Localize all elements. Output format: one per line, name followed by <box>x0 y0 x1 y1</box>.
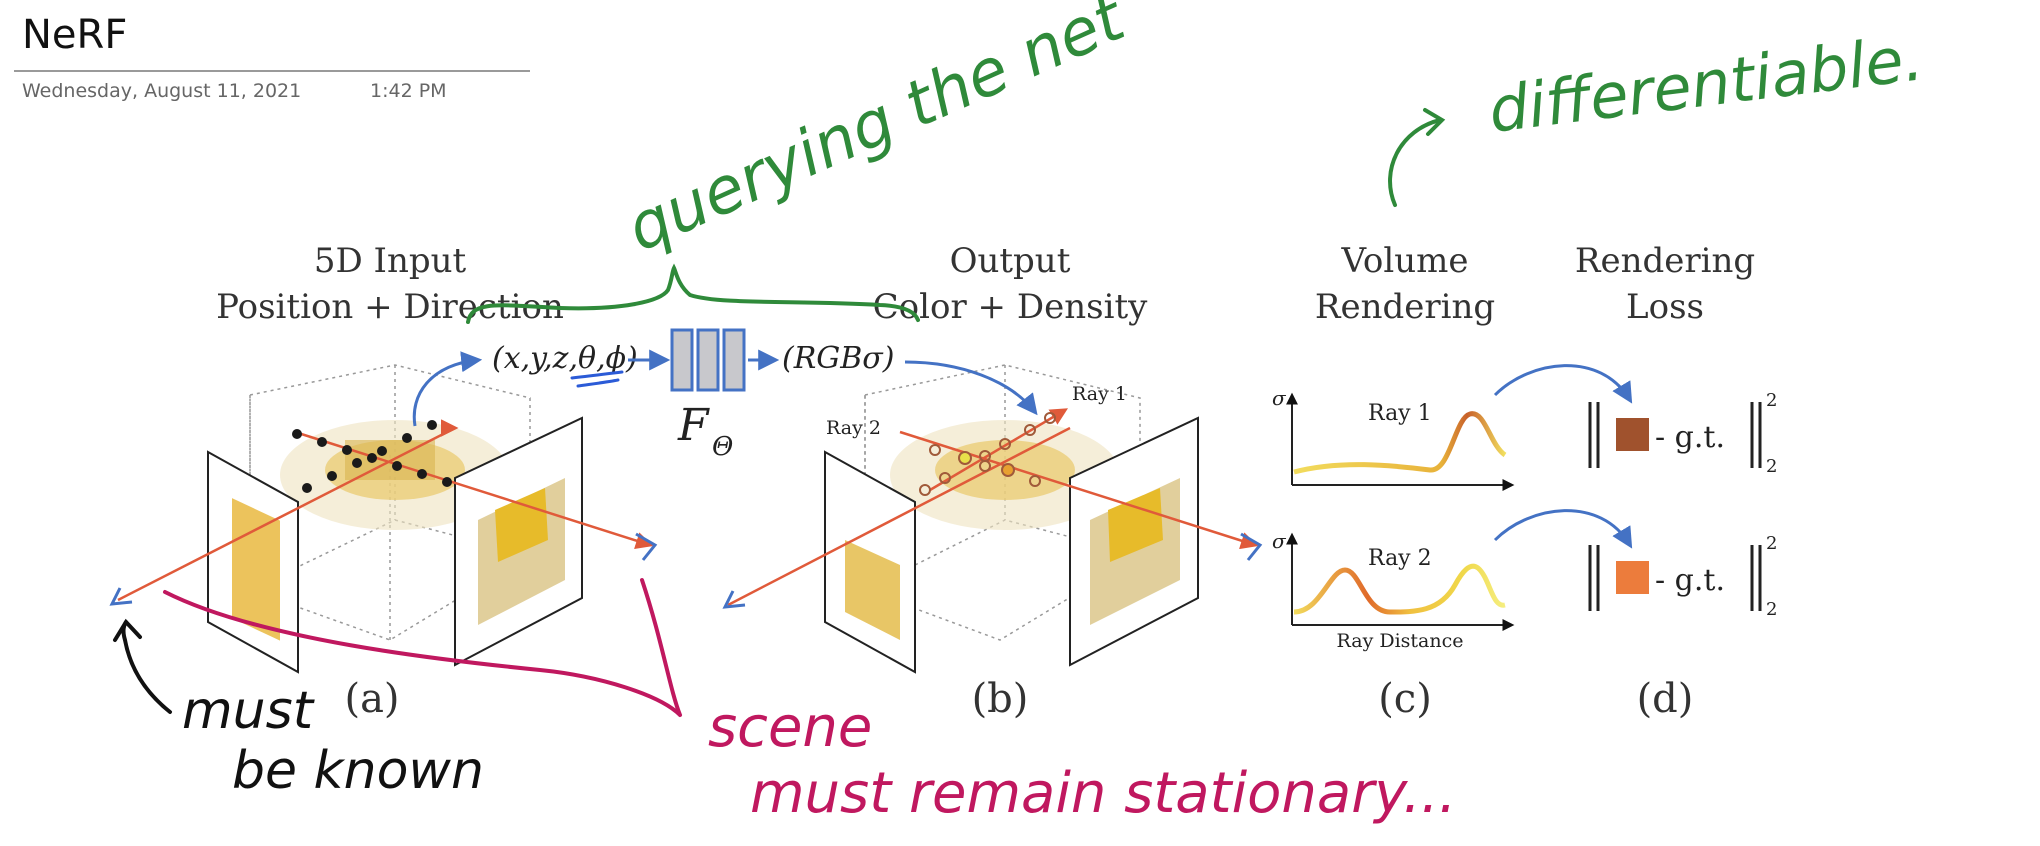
ink-scene: scene <box>708 695 872 760</box>
loss-term-2 <box>1588 545 1762 611</box>
ink-black-arrow <box>121 620 172 714</box>
d-label: (d) <box>1637 676 1694 722</box>
output-tuple: (RGBσ) <box>782 341 895 376</box>
d-sub-2: 2 <box>1766 599 1777 620</box>
input-tuple: (x,y,z,θ,ϕ) <box>492 341 638 376</box>
loss-arrow-2 <box>1493 509 1633 549</box>
network-label: F <box>677 400 710 451</box>
ray1-density-plot <box>1286 392 1515 491</box>
scene-a <box>109 351 658 674</box>
b-label: (b) <box>972 676 1029 722</box>
d-heading-line2: Loss <box>1626 287 1704 327</box>
ink-differentiable: differentiable. <box>1485 21 1927 147</box>
b-heading-line1: Output <box>950 241 1071 281</box>
ink-diff-arrow <box>1388 118 1442 207</box>
a-label: (a) <box>344 676 399 722</box>
ink-must-remain-stationary: must remain stationary... <box>750 761 1456 826</box>
d-sup-2: 2 <box>1766 533 1777 554</box>
ray2-density-plot <box>1286 532 1515 631</box>
d-gt-1: - g.t. <box>1655 420 1725 455</box>
c-label: (c) <box>1378 676 1432 722</box>
ink-brace <box>466 263 920 324</box>
ink-diff-arrowhead <box>1423 108 1446 136</box>
c-xlabel: Ray Distance <box>1337 630 1464 652</box>
c-ray1-label: Ray 1 <box>1368 401 1432 426</box>
c-heading-line2: Rendering <box>1315 287 1495 327</box>
loss-arrow-1 <box>1493 364 1633 404</box>
b-ray2-label: Ray 2 <box>826 417 881 439</box>
c-ray2-label: Ray 2 <box>1368 546 1432 571</box>
network-subscript: Θ <box>712 432 733 462</box>
d-sub-1: 2 <box>1766 456 1777 477</box>
ink-must: must <box>182 681 315 741</box>
page-title: NeRF <box>22 12 128 58</box>
network-block <box>670 328 746 392</box>
d-heading-line1: Rendering <box>1575 241 1755 281</box>
ink-magenta-bracket <box>163 578 682 717</box>
ink-be-known: be known <box>232 741 484 801</box>
d-sup-1: 2 <box>1766 390 1777 411</box>
b-heading-line2: Color + Density <box>873 287 1148 327</box>
scene-b <box>722 360 1263 674</box>
c-heading-line1: Volume <box>1340 241 1468 281</box>
page-date: Wednesday, August 11, 2021 <box>22 80 302 102</box>
ink-querying-the-net: querying the net <box>616 0 1137 267</box>
loss-term-1 <box>1588 402 1762 468</box>
ink-black-arrowhead <box>113 618 142 642</box>
c-sigma-1: σ <box>1272 386 1287 410</box>
c-sigma-2: σ <box>1272 529 1287 553</box>
a-heading-line1: 5D Input <box>314 241 467 281</box>
ink-underline <box>570 370 624 388</box>
title-divider <box>14 70 530 72</box>
b-ray1-label: Ray 1 <box>1072 383 1127 405</box>
page-time: 1:42 PM <box>370 80 447 102</box>
d-gt-2: - g.t. <box>1655 563 1725 598</box>
